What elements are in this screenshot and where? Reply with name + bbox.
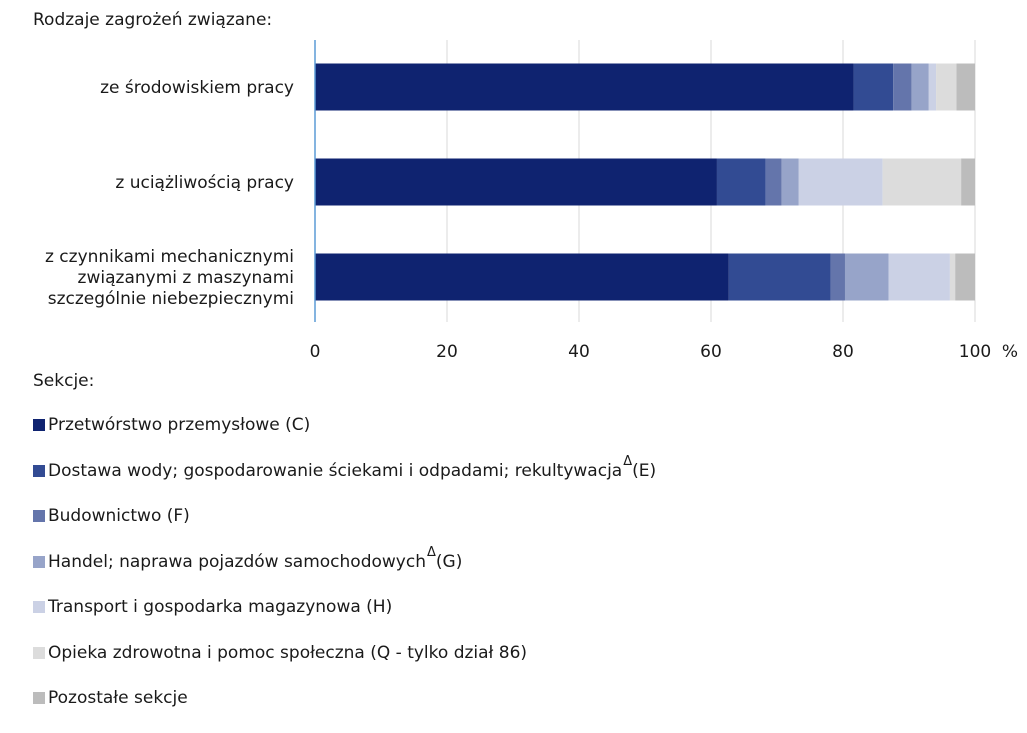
bar-segment bbox=[911, 63, 929, 111]
legend-suffix: (E) bbox=[632, 460, 657, 481]
legend-label: Handel; naprawa pojazdów samochodowych bbox=[48, 551, 426, 572]
bar-segment bbox=[888, 253, 950, 301]
legend-label: Opieka zdrowotna i pomoc społeczna (Q - … bbox=[48, 642, 528, 663]
legend-item: Budownictwo (F) bbox=[33, 505, 656, 527]
legend-item: Przetwórstwo przemysłowe (C) bbox=[33, 414, 656, 436]
legend-label: Pozostałe sekcje bbox=[48, 688, 188, 708]
bar-segment bbox=[928, 63, 937, 111]
legend-item: Handel; naprawa pojazdów samochodowych Δ(… bbox=[33, 545, 656, 573]
bar-segment bbox=[765, 158, 782, 206]
bar-segment bbox=[798, 158, 883, 206]
bar-segment bbox=[716, 158, 766, 206]
legend-item: Opieka zdrowotna i pomoc społeczna (Q - … bbox=[33, 642, 656, 664]
x-tick-label: 100 bbox=[959, 342, 991, 362]
category-label: związanymi z maszynami bbox=[78, 268, 294, 288]
x-tick-label: 40 bbox=[568, 342, 590, 362]
legend-label: Transport i gospodarka magazynowa (H) bbox=[48, 597, 393, 617]
x-tick-label: 0 bbox=[310, 342, 321, 362]
bar-segment bbox=[955, 253, 975, 301]
x-tick-label: 80 bbox=[832, 342, 854, 362]
bar-segment bbox=[936, 63, 957, 111]
legend-swatch bbox=[33, 555, 45, 568]
bar-segment bbox=[781, 158, 799, 206]
legend-item: Dostawa wody; gospodarowanie ściekami i … bbox=[33, 454, 657, 482]
bar-segment bbox=[315, 253, 729, 301]
stacked-bar-chart: ze środowiskiem pracy z uciążliwością pra… bbox=[45, 40, 1018, 362]
legend-title: Sekcje: bbox=[33, 371, 95, 391]
bar-segment bbox=[882, 158, 962, 206]
bar-segment bbox=[830, 253, 845, 301]
x-unit-label: % bbox=[1002, 342, 1018, 362]
legend-swatch bbox=[33, 601, 45, 613]
category-label: szczególnie niebezpiecznymi bbox=[48, 289, 294, 309]
chart-legend: Przetwórstwo przemysłowe (C) Dostawa wody… bbox=[33, 414, 656, 733]
bar-segment bbox=[853, 63, 894, 111]
category-label: z czynnikami mechanicznymi bbox=[45, 247, 294, 267]
bar-segment bbox=[728, 253, 831, 301]
legend-label: Budownictwo (F) bbox=[48, 506, 190, 526]
legend-item: Pozostałe sekcje bbox=[33, 687, 656, 709]
legend-suffix: (G) bbox=[435, 551, 463, 572]
bar-segment bbox=[956, 63, 975, 111]
chart-header-label: Rodzaje zagrożeń związane: bbox=[33, 10, 273, 30]
bar-segment bbox=[893, 63, 912, 111]
legend-label: Dostawa wody; gospodarowanie ściekami i … bbox=[48, 460, 623, 481]
legend-delta-mark: Δ bbox=[426, 545, 436, 560]
bar-segment bbox=[844, 253, 889, 301]
bar-segment bbox=[315, 158, 717, 206]
legend-swatch bbox=[33, 692, 45, 704]
category-label: z uciążliwością pracy bbox=[115, 173, 294, 193]
x-tick-label: 60 bbox=[700, 342, 722, 362]
bar-segment bbox=[949, 253, 956, 301]
legend-swatch bbox=[33, 510, 45, 522]
legend-delta-mark: Δ bbox=[623, 454, 633, 469]
legend-item: Transport i gospodarka magazynowa (H) bbox=[33, 596, 656, 618]
x-tick-label: 20 bbox=[436, 342, 458, 362]
bar-segment bbox=[315, 63, 854, 111]
legend-swatch bbox=[33, 419, 45, 431]
category-label: ze środowiskiem pracy bbox=[100, 78, 294, 98]
legend-swatch bbox=[33, 464, 45, 477]
bar-segment bbox=[961, 158, 975, 206]
legend-swatch bbox=[33, 646, 45, 659]
legend-label: Przetwórstwo przemysłowe (C) bbox=[48, 415, 311, 435]
